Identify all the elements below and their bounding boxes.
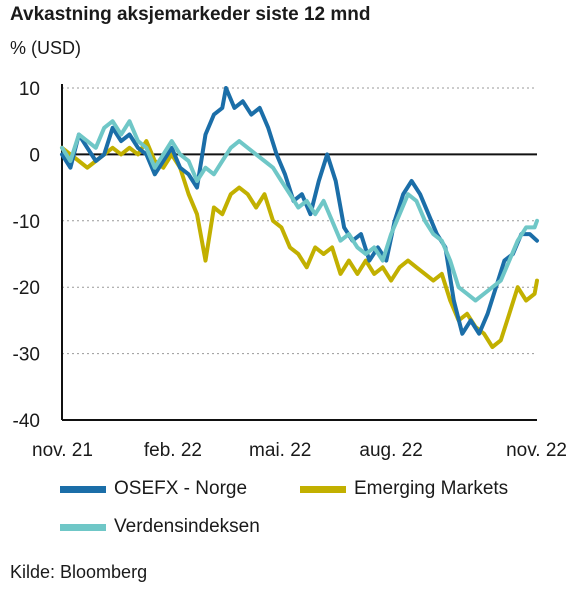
- y-tick-label: -30: [13, 345, 40, 366]
- legend-item-emerging: Emerging Markets: [300, 478, 508, 500]
- x-tick-label: feb. 22: [144, 440, 202, 461]
- axes: [61, 84, 537, 421]
- legend-swatch-verdens: [60, 523, 106, 531]
- legend-swatch-emerging: [300, 485, 346, 493]
- legend-swatch-osefx: [60, 485, 106, 493]
- chart-title: Avkastning aksjemarkeder siste 12 mnd: [10, 4, 371, 25]
- source-note: Kilde: Bloomberg: [10, 562, 148, 582]
- series-line-emerging: [60, 139, 539, 349]
- legend-label-osefx: OSEFX - Norge: [114, 478, 248, 499]
- series-line-osefx: [60, 86, 539, 336]
- y-unit-label: % (USD): [10, 38, 81, 58]
- x-tick-label: nov. 22: [506, 440, 567, 461]
- y-tick-label: -40: [13, 411, 40, 432]
- y-tick-label: -20: [13, 278, 40, 299]
- y-tick-label: 10: [19, 79, 40, 100]
- y-tick-label: -10: [13, 212, 40, 233]
- series-line-verdens: [60, 119, 539, 303]
- y-tick-label: 0: [29, 145, 40, 166]
- y-tick-labels: 10 0 -10 -20 -30 -40: [13, 79, 40, 432]
- legend-item-osefx: OSEFX - Norge: [60, 478, 247, 500]
- legend-label-verdens: Verdensindeksen: [114, 516, 260, 537]
- x-tick-label: nov. 21: [32, 440, 93, 461]
- legend-label-emerging: Emerging Markets: [354, 478, 509, 499]
- x-tick-label: mai. 22: [249, 440, 311, 461]
- line-chart: 10 0 -10 -20 -30 -40 nov. 21 feb. 22 mai. 22 aug…: [13, 79, 567, 461]
- legend-item-verdens: Verdensindeksen: [60, 516, 260, 538]
- x-tick-label: aug. 22: [359, 440, 422, 461]
- series-lines: [60, 86, 539, 349]
- x-tick-labels: nov. 21 feb. 22 mai. 22 aug. 22 nov. 22: [32, 440, 567, 461]
